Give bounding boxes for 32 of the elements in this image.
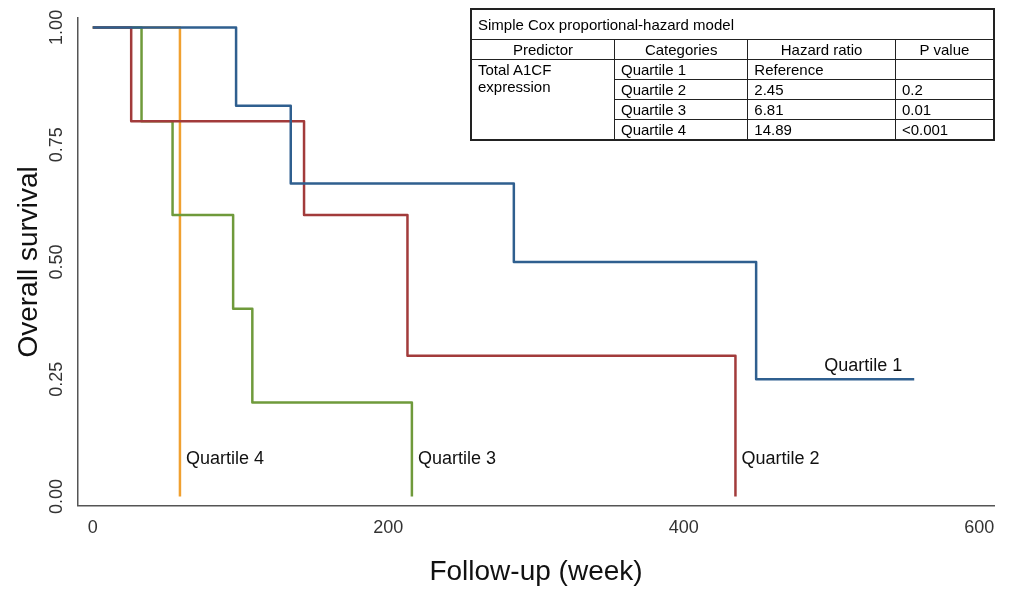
annotation: Simple Cox proportional-hazard model <box>471 9 994 40</box>
annotation: 0.01 <box>895 99 994 120</box>
series-label: Quartile 3 <box>417 448 496 469</box>
annotation: 2.45 <box>747 79 896 100</box>
x-axis-title: Follow-up (week) <box>429 554 643 586</box>
annotation: Quartile 4 <box>614 119 748 140</box>
series-label: Quartile 2 <box>741 448 820 469</box>
x-tick-label: 0 <box>87 516 98 537</box>
annotation: Predictor <box>471 39 615 60</box>
y-tick-label: 0.00 <box>45 478 66 514</box>
series-label: Quartile 4 <box>185 448 264 469</box>
annotation: 14.89 <box>747 119 896 140</box>
annotation: P value <box>895 39 994 60</box>
y-tick-label: 0.25 <box>45 361 66 397</box>
x-tick-label: 400 <box>668 516 699 537</box>
annotation: 0.2 <box>895 79 994 100</box>
x-tick-label: 200 <box>373 516 404 537</box>
annotation: Total A1CF expression <box>471 59 615 140</box>
annotation: Hazard ratio <box>747 39 896 60</box>
annotation: <0.001 <box>895 119 994 140</box>
annotation: Quartile 1 <box>614 59 748 80</box>
y-tick-label: 1.00 <box>45 9 66 45</box>
annotation: 6.81 <box>747 99 896 120</box>
y-axis-title: Overall survival <box>11 166 43 358</box>
y-tick-label: 0.75 <box>45 127 66 163</box>
y-tick-label: 0.50 <box>45 244 66 280</box>
series-label: Quartile 1 <box>824 355 903 376</box>
annotation: Quartile 3 <box>614 99 748 120</box>
annotation: Categories <box>614 39 748 60</box>
annotation: Quartile 2 <box>614 79 748 100</box>
annotation: Reference <box>747 59 896 80</box>
x-tick-label: 600 <box>964 516 995 537</box>
